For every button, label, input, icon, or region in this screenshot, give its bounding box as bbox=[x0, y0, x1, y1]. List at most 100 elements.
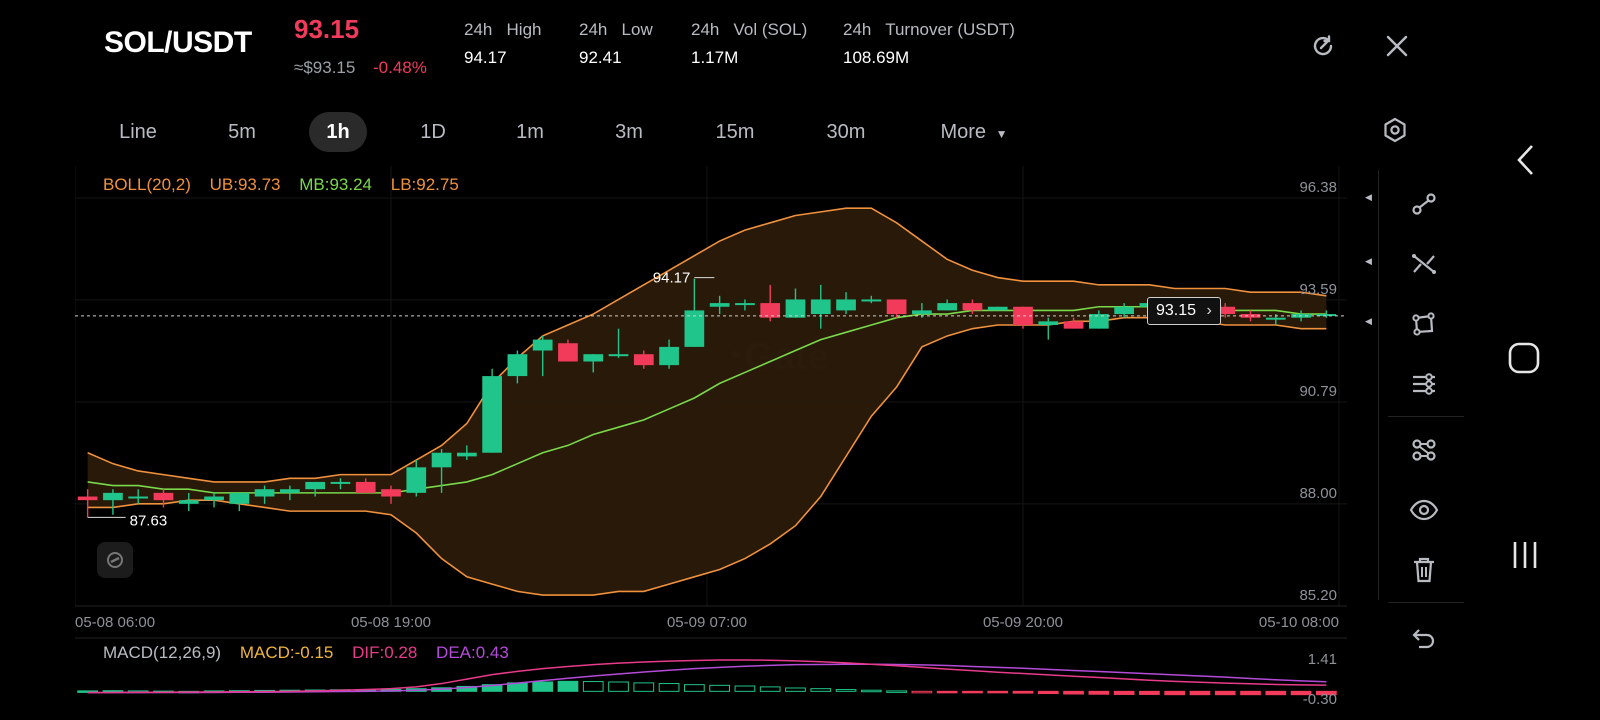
settings-hexagon-icon bbox=[1384, 117, 1406, 143]
chart-reset-button[interactable] bbox=[97, 542, 133, 578]
boll-name: BOLL(20,2) bbox=[103, 175, 191, 194]
boll-upper-line bbox=[87, 207, 1327, 483]
macd-histogram-bar bbox=[709, 684, 730, 692]
candle-body bbox=[482, 376, 502, 453]
dea-line bbox=[87, 663, 1327, 694]
tab-1h[interactable]: 1h bbox=[309, 112, 367, 152]
macd-histogram-bar bbox=[532, 681, 554, 692]
macd-histogram-bar bbox=[1316, 690, 1337, 696]
last-price-tag[interactable]: 93.15 › bbox=[1147, 297, 1221, 325]
macd-histogram-bar bbox=[1113, 690, 1135, 695]
candle bbox=[482, 368, 502, 453]
candle-body bbox=[305, 481, 326, 490]
stat-high-label: 24h High bbox=[464, 20, 542, 39]
tools-divider bbox=[1378, 170, 1379, 600]
candle-body bbox=[987, 306, 1008, 311]
home-square-icon bbox=[1508, 342, 1540, 374]
expand-caret-icon: ◀ bbox=[1365, 192, 1372, 202]
stat-volume-label: 24h Vol (SOL) bbox=[691, 20, 808, 39]
candle bbox=[861, 295, 882, 304]
boll-lb: LB:92.75 bbox=[390, 175, 459, 194]
candle bbox=[178, 492, 199, 512]
macd-tick-label: -0.30 bbox=[1303, 691, 1337, 708]
nav-recents-button[interactable] bbox=[1503, 535, 1547, 575]
candle bbox=[659, 339, 679, 369]
macd-histogram-bar bbox=[987, 690, 1009, 694]
candle bbox=[1316, 310, 1337, 318]
macd-histogram-bar bbox=[759, 686, 781, 692]
candle bbox=[608, 328, 629, 358]
candle bbox=[836, 292, 856, 315]
tab-1d[interactable]: 1D bbox=[420, 121, 446, 143]
candle bbox=[937, 299, 958, 311]
candle-body bbox=[785, 299, 806, 318]
time-tick-label: 05-09 20:00 bbox=[983, 614, 1063, 631]
time-tick-label: 05-10 08:00 bbox=[1259, 614, 1339, 631]
fibonacci-tool[interactable] bbox=[1404, 364, 1444, 404]
cross-lines-icon bbox=[1412, 254, 1436, 274]
candle-body bbox=[153, 492, 174, 501]
macd-histogram-bar bbox=[1037, 690, 1059, 695]
macd-histogram-bar bbox=[1012, 690, 1034, 694]
close-button[interactable] bbox=[1379, 28, 1415, 64]
tab-3m[interactable]: 3m bbox=[615, 121, 643, 143]
tab-5m[interactable]: 5m bbox=[228, 121, 256, 143]
cross-lines-tool[interactable] bbox=[1404, 244, 1444, 284]
time-tick-label: 05-08 06:00 bbox=[75, 614, 155, 631]
candle bbox=[1088, 310, 1109, 329]
refresh-button[interactable] bbox=[1305, 28, 1341, 64]
candle-body bbox=[709, 303, 730, 307]
indicator-tool[interactable] bbox=[1404, 430, 1444, 470]
macd-histogram-bar bbox=[860, 689, 882, 693]
tab-more[interactable]: More ▼ bbox=[930, 112, 1018, 152]
back-chevron-icon bbox=[1517, 145, 1533, 175]
tab-line[interactable]: Line bbox=[119, 121, 157, 143]
candle-body bbox=[355, 481, 376, 493]
candle bbox=[229, 492, 250, 512]
expand-caret-icon: ◀ bbox=[1365, 316, 1372, 326]
macd-histogram-bar bbox=[1265, 690, 1287, 696]
candle bbox=[153, 489, 174, 508]
candle-body bbox=[583, 354, 604, 362]
undo-tool[interactable] bbox=[1404, 618, 1444, 658]
candle-body bbox=[103, 492, 123, 501]
tab-1m[interactable]: 1m bbox=[516, 121, 544, 143]
boll-band-fill bbox=[87, 208, 1327, 596]
candle-body bbox=[1088, 314, 1109, 329]
rectangle-tool[interactable] bbox=[1404, 304, 1444, 344]
macd-histogram-bar bbox=[1290, 690, 1312, 696]
macd-value: MACD:-0.15 bbox=[239, 643, 334, 662]
toggle-visibility-tool[interactable] bbox=[1404, 490, 1444, 530]
nav-home-button[interactable] bbox=[1502, 336, 1546, 380]
candle-body bbox=[381, 489, 401, 497]
candle bbox=[406, 460, 427, 497]
macd-histogram-bar bbox=[557, 680, 579, 692]
tab-more-label: More bbox=[940, 121, 987, 143]
macd-dif: DIF:0.28 bbox=[352, 643, 418, 662]
candle bbox=[204, 492, 224, 508]
close-icon bbox=[1386, 35, 1408, 57]
candle-body bbox=[1114, 306, 1134, 315]
candle-body bbox=[735, 303, 755, 306]
tab-15m[interactable]: 15m bbox=[715, 121, 755, 143]
chart-settings-button[interactable] bbox=[1375, 110, 1415, 150]
candle-body bbox=[684, 310, 705, 347]
tab-30m[interactable]: 30m bbox=[826, 121, 866, 143]
stat-turnover-value: 108.69M bbox=[843, 48, 910, 67]
trend-line-tool[interactable] bbox=[1404, 184, 1444, 224]
candle bbox=[1063, 317, 1084, 329]
approx-usd-price: ≈$93.15 bbox=[294, 58, 356, 77]
candle bbox=[431, 449, 452, 493]
nav-back-button[interactable] bbox=[1505, 140, 1545, 180]
candle bbox=[912, 303, 932, 318]
high-marker-label: 94.17 bbox=[653, 270, 691, 287]
stat-volume-value: 1.17M bbox=[691, 48, 739, 67]
candle bbox=[1114, 303, 1134, 318]
chevron-right-icon: › bbox=[1206, 302, 1212, 319]
candle bbox=[987, 306, 1008, 311]
candle-body bbox=[254, 489, 275, 497]
candle bbox=[355, 478, 376, 493]
delete-drawings-tool[interactable] bbox=[1404, 550, 1444, 590]
